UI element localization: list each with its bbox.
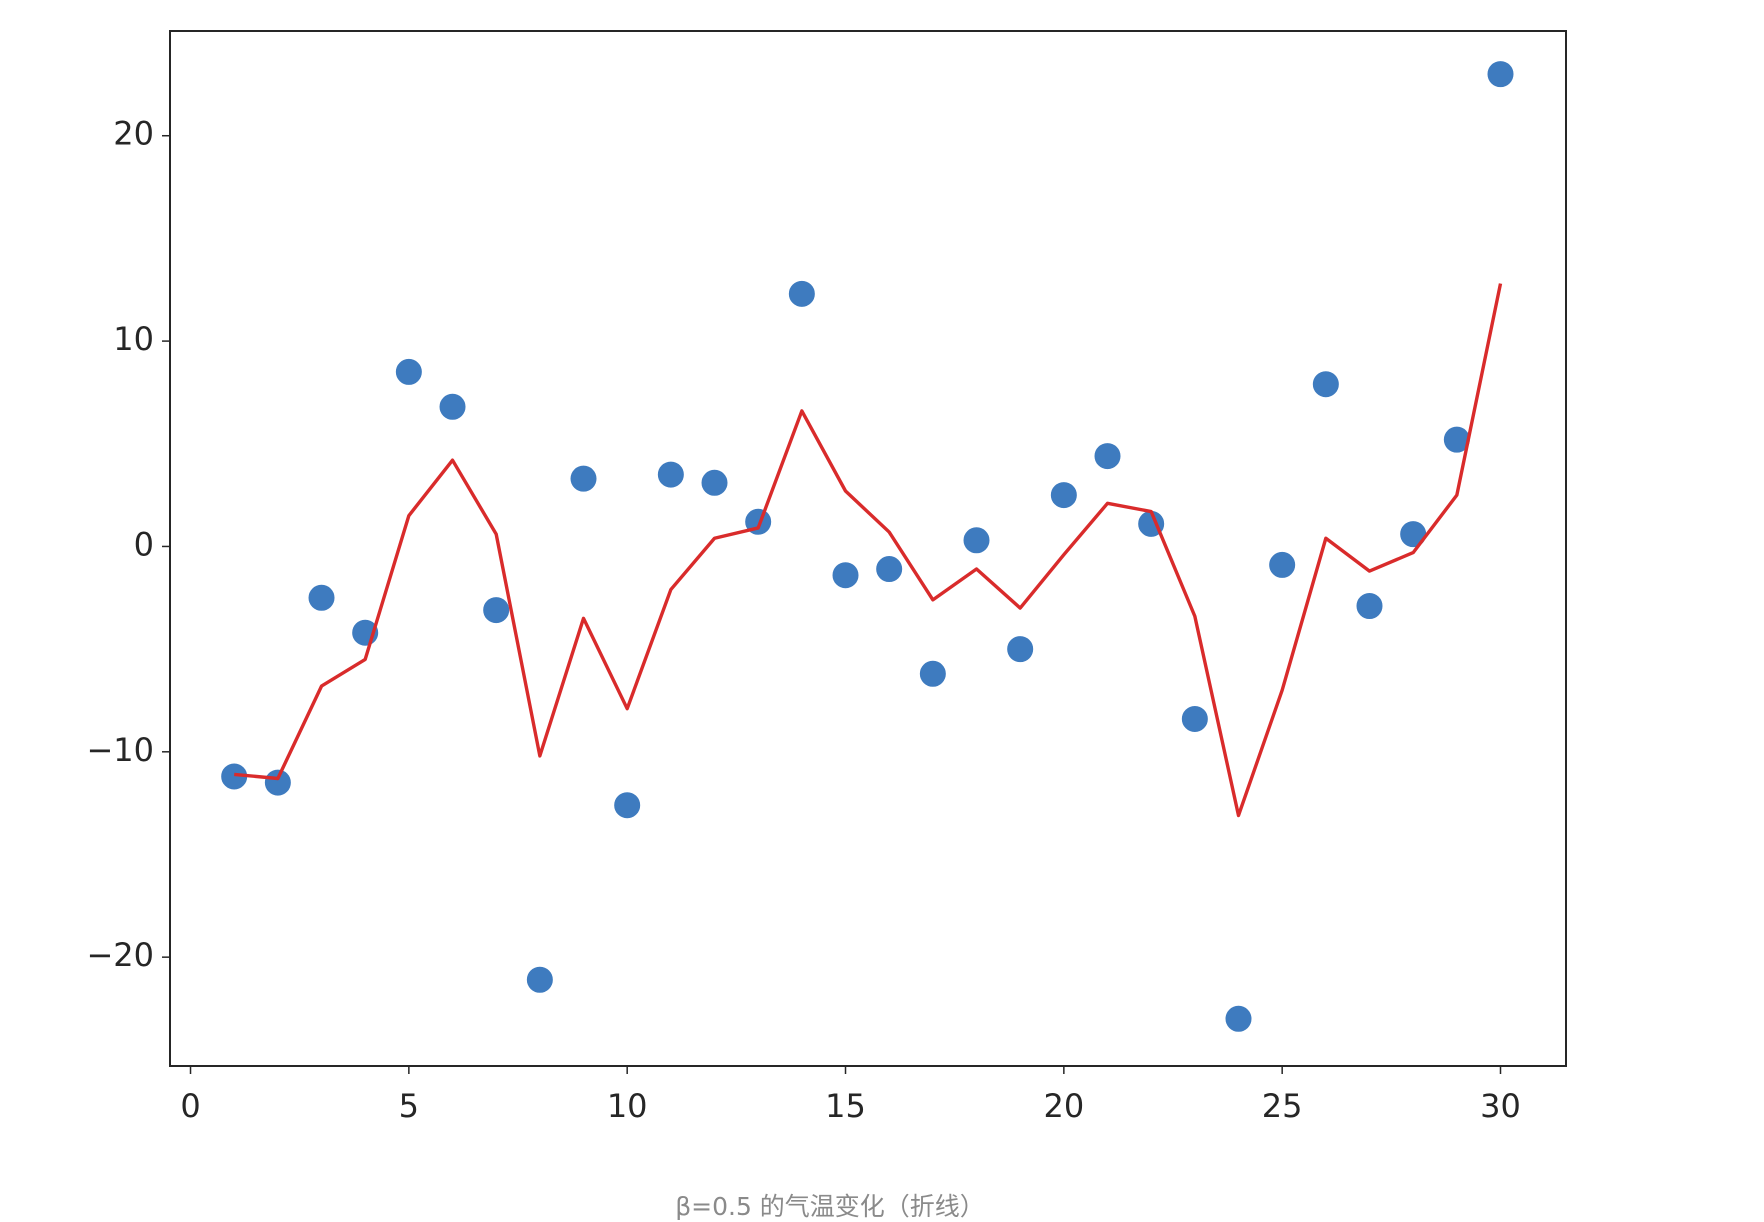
scatter-point	[874, 554, 905, 585]
scatter-point	[1005, 634, 1036, 665]
x-tick-label: 30	[1480, 1087, 1521, 1125]
y-tick-label: 0	[134, 525, 154, 563]
scatter-point	[1179, 703, 1210, 734]
scatter-point	[262, 767, 293, 798]
scatter-point	[612, 790, 643, 821]
scatter-point	[306, 582, 337, 613]
scatter-point	[1310, 369, 1341, 400]
scatter-point	[568, 463, 599, 494]
chart-caption: β=0.5 的气温变化（折线）	[675, 1192, 985, 1221]
x-tick-label: 25	[1262, 1087, 1303, 1125]
scatter-point	[1092, 441, 1123, 472]
x-tick-label: 20	[1043, 1087, 1084, 1125]
x-tick-label: 15	[825, 1087, 866, 1125]
scatter-point	[961, 525, 992, 556]
scatter-point	[1267, 549, 1298, 580]
scatter-point	[524, 964, 555, 995]
scatter-point	[1354, 591, 1385, 621]
scatter-point	[1048, 480, 1079, 511]
x-tick-label: 10	[607, 1087, 648, 1125]
scatter-point	[699, 467, 730, 498]
scatter-point	[437, 391, 468, 422]
scatter-point	[1223, 1003, 1254, 1034]
y-tick-label: 20	[113, 115, 154, 153]
scatter-point	[917, 658, 948, 689]
x-tick-label: 0	[180, 1087, 200, 1125]
scatter-point	[655, 459, 686, 490]
scatter-point	[1441, 424, 1472, 455]
line	[234, 283, 1503, 818]
scatter-point	[393, 356, 424, 387]
scatter-point	[1485, 59, 1516, 90]
scatter-point	[786, 278, 817, 309]
y-tick-label: −10	[86, 731, 154, 769]
scatter-point	[481, 595, 512, 626]
x-tick-label: 5	[399, 1087, 419, 1125]
scatter-point	[830, 560, 861, 591]
plot-frame	[169, 30, 1567, 1067]
scatter-point	[1398, 519, 1429, 550]
y-tick-label: −20	[86, 936, 154, 974]
y-tick-label: 10	[113, 320, 154, 358]
